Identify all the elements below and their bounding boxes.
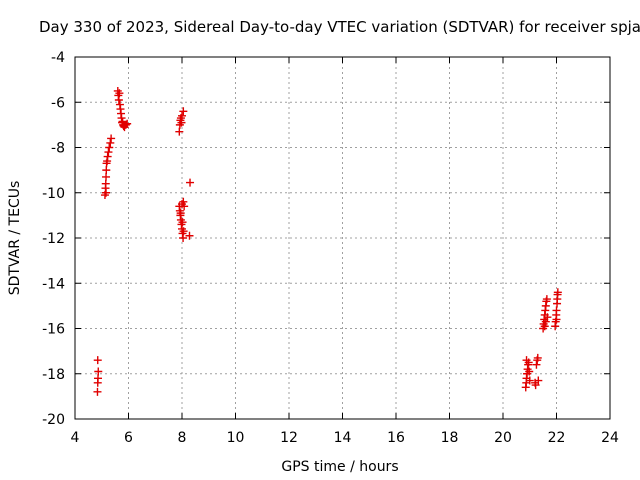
data-point: [104, 148, 113, 157]
data-point: [179, 107, 188, 116]
data-point: [552, 306, 561, 315]
data-point: [102, 172, 111, 181]
y-tick-label: -8: [51, 141, 65, 157]
data-point: [114, 95, 123, 104]
data-point: [553, 288, 562, 297]
data-point: [102, 166, 111, 175]
y-tick-label: -16: [42, 322, 65, 338]
chart-title: Day 330 of 2023, Sidereal Day-to-day VTE…: [39, 18, 640, 36]
data-point: [525, 376, 534, 385]
data-point: [103, 152, 112, 161]
data-point: [541, 317, 550, 326]
y-tick-label: -10: [42, 186, 65, 202]
x-tick-label: 20: [494, 430, 512, 446]
data-point: [178, 111, 186, 120]
data-point: [106, 138, 115, 147]
data-point: [525, 367, 534, 376]
data-point: [177, 118, 186, 127]
x-axis-label: GPS time / hours: [281, 459, 398, 475]
data-points: [93, 86, 562, 396]
x-tick-label: 12: [280, 430, 298, 446]
x-tick-label: 6: [124, 430, 133, 446]
data-point: [107, 134, 116, 143]
x-tick-label: 4: [71, 430, 80, 446]
data-point: [540, 322, 549, 331]
data-point: [175, 127, 184, 136]
data-point: [552, 315, 561, 324]
data-point: [94, 367, 103, 376]
x-tick-label: 8: [178, 430, 187, 446]
y-tick-label: -20: [42, 412, 65, 428]
data-point: [533, 353, 542, 362]
x-tick-label: 14: [334, 430, 352, 446]
y-tick-label: -4: [51, 50, 65, 66]
data-point: [179, 234, 188, 242]
data-point: [543, 313, 552, 322]
grid: [75, 57, 610, 419]
data-point: [531, 381, 540, 390]
data-point: [119, 122, 128, 131]
data-point: [179, 197, 188, 206]
x-tick-label: 16: [387, 430, 405, 446]
data-point: [102, 188, 111, 197]
data-point: [180, 202, 189, 211]
plot-frame: [74, 56, 611, 420]
y-tick-label: -18: [42, 367, 65, 383]
data-point: [522, 356, 531, 365]
data-point: [105, 143, 114, 152]
data-point: [176, 209, 185, 218]
data-point: [93, 387, 102, 396]
data-point: [186, 178, 195, 187]
x-tick-label: 22: [548, 430, 566, 446]
data-point: [93, 356, 102, 365]
data-point: [185, 231, 194, 240]
ticks: 4 6 8 10 12 14 16 18 20 22 24 -20 -18 -16 -14 -12 -10 -8 -…: [42, 50, 619, 446]
y-tick-label: -14: [42, 276, 65, 292]
data-point: [115, 89, 124, 98]
data-point: [93, 378, 102, 387]
x-tick-label: 24: [601, 430, 619, 446]
data-point: [118, 117, 127, 126]
data-point: [101, 179, 110, 188]
y-tick-label: -12: [42, 231, 65, 247]
data-point: [179, 227, 188, 236]
data-point: [542, 295, 551, 304]
data-point: [532, 360, 541, 369]
x-tick-label: 10: [227, 430, 245, 446]
data-point: [534, 376, 543, 385]
y-tick-label: -6: [51, 95, 65, 111]
y-axis-label: SDTVAR / TECUs: [7, 181, 23, 296]
x-tick-label: 18: [441, 430, 459, 446]
data-point: [178, 218, 187, 227]
